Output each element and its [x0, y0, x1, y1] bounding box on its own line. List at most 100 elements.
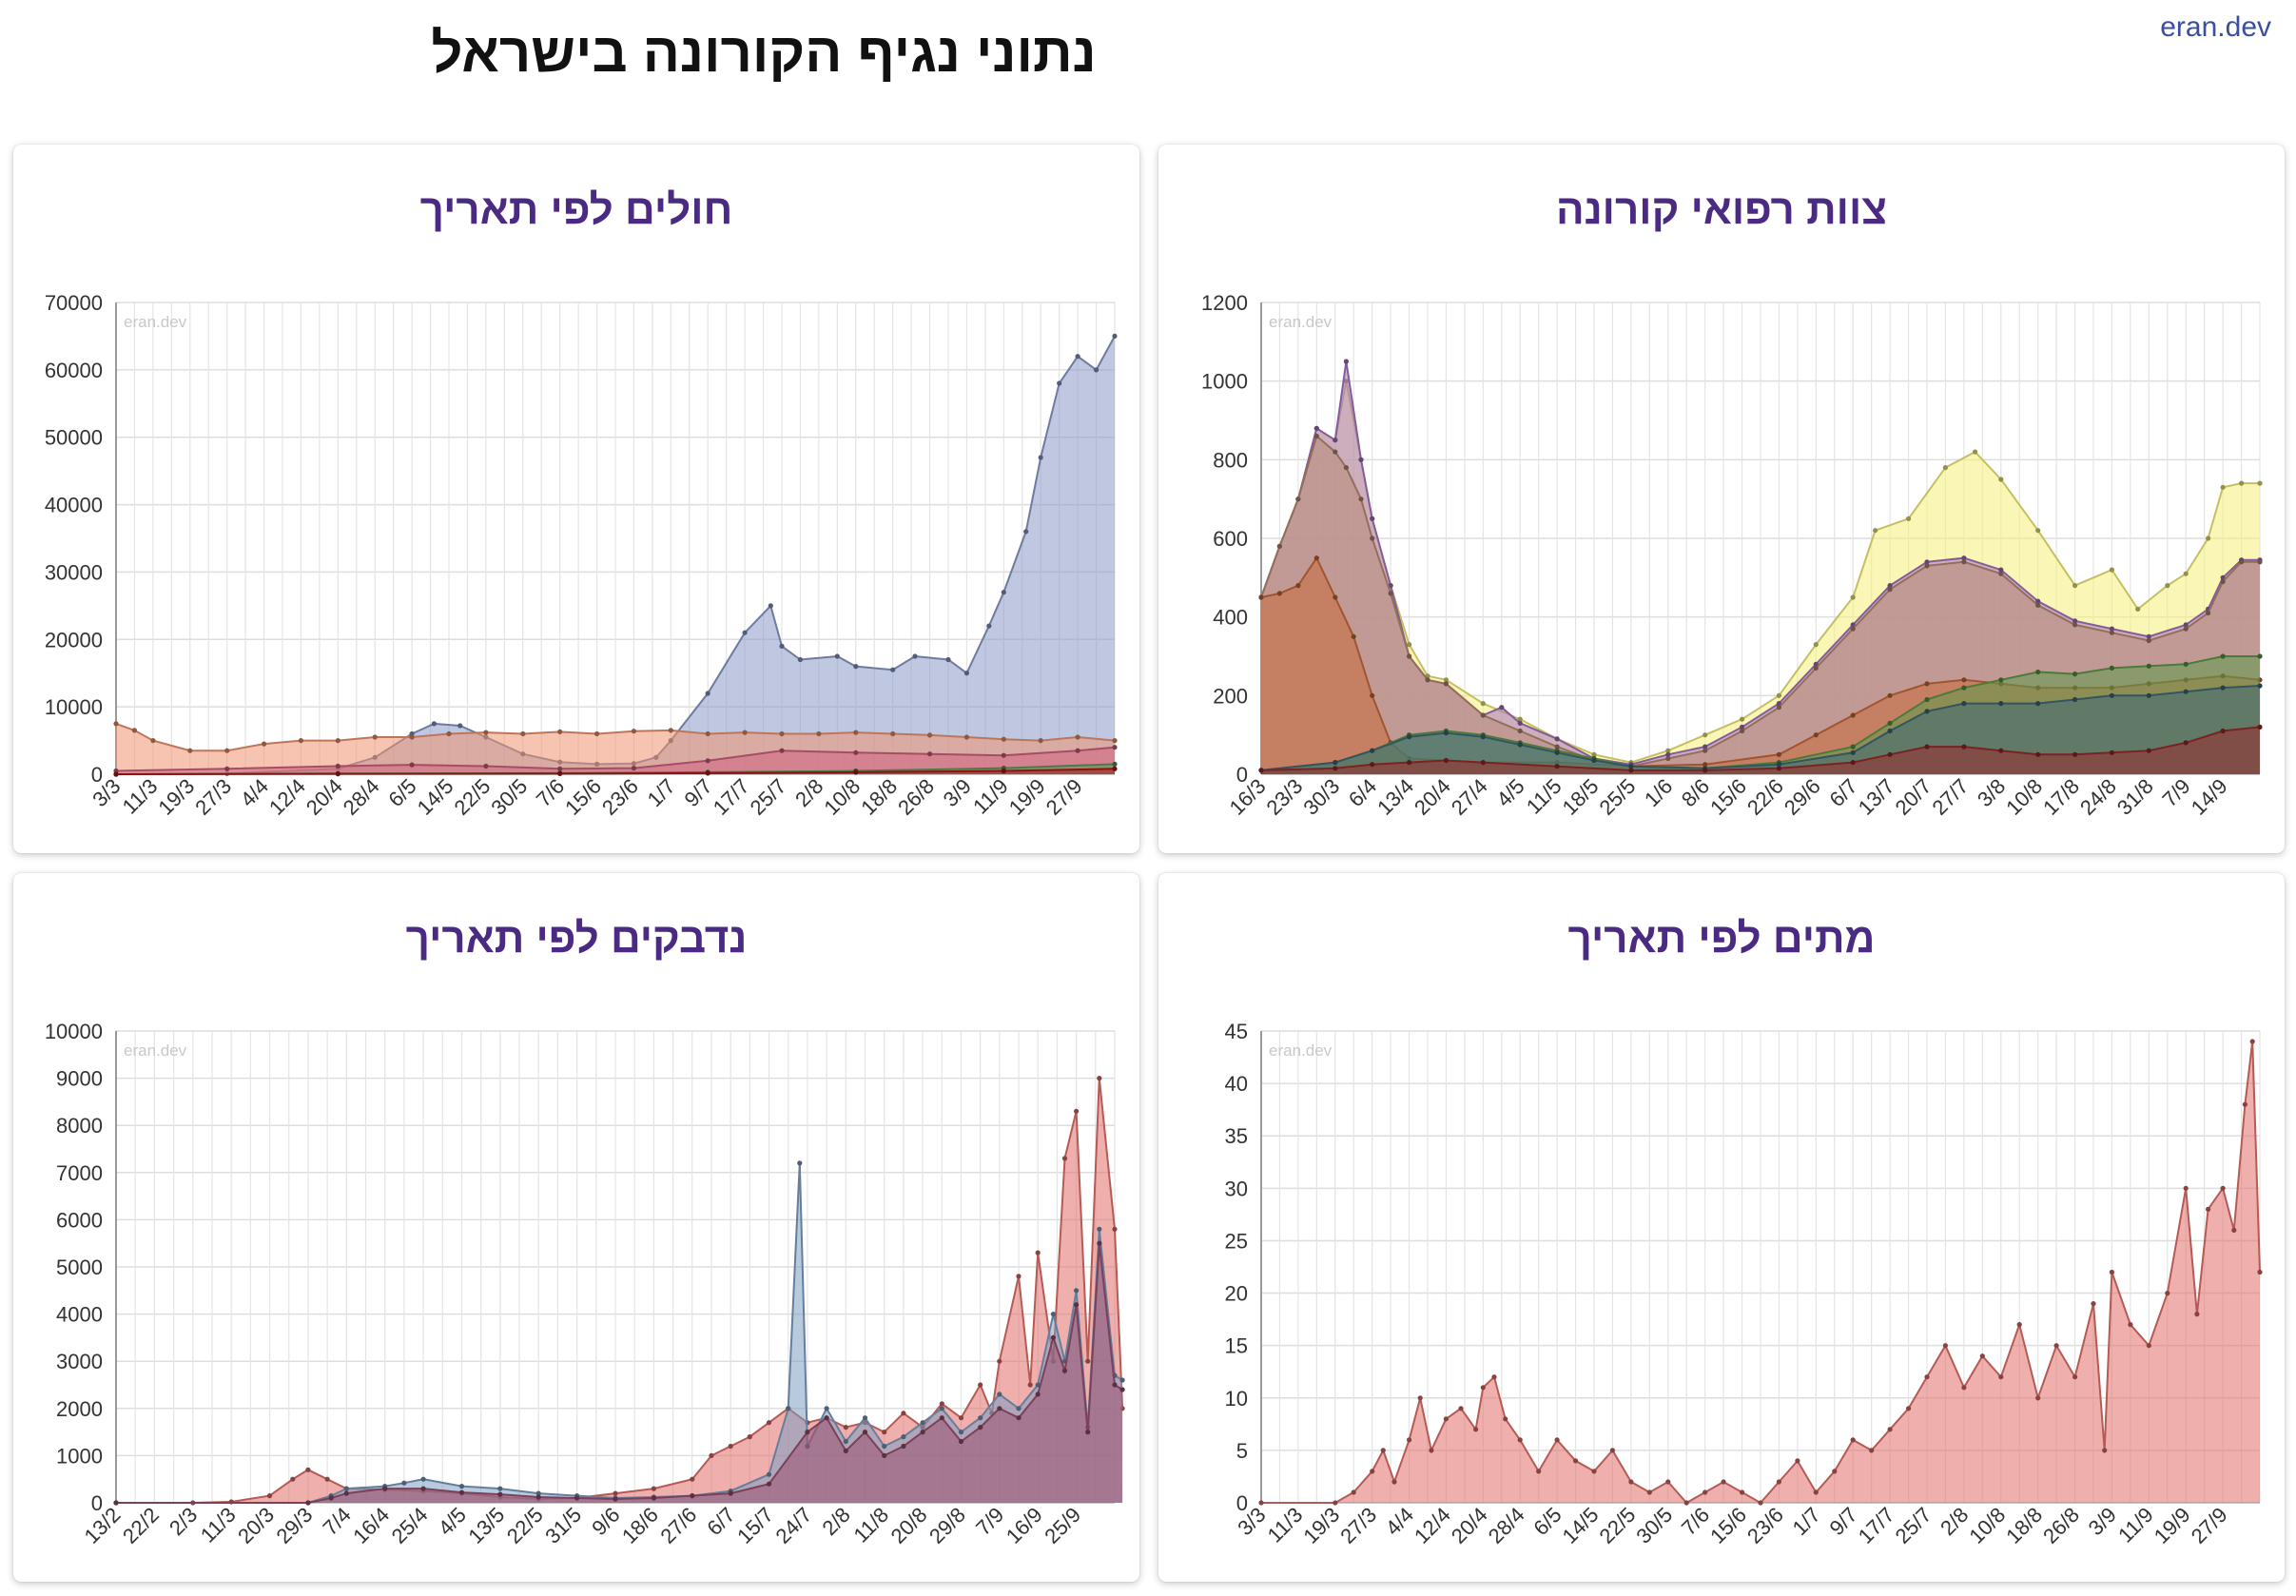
x-tick-label: 27/3: [1335, 1503, 1381, 1548]
data-point: [1554, 749, 1560, 755]
data-point: [2239, 480, 2245, 486]
data-point: [1887, 587, 1893, 593]
data-point: [1258, 594, 1264, 600]
series-area: [116, 1243, 1123, 1503]
data-point: [2206, 610, 2211, 616]
data-point: [2231, 1227, 2237, 1233]
data-point: [742, 630, 748, 635]
data-point: [862, 1415, 868, 1421]
data-point: [1554, 744, 1560, 749]
data-point: [1075, 734, 1080, 740]
chart-title: צוות רפואי קורונה: [1555, 186, 1888, 233]
series-4: [113, 766, 1118, 777]
x-tick-label: 31/8: [2112, 774, 2158, 820]
x-tick-label: 22/5: [1594, 1503, 1640, 1548]
x-tick-label: 11/9: [968, 774, 1013, 819]
data-point: [1924, 681, 1930, 687]
data-point: [978, 1425, 983, 1431]
data-point: [824, 1406, 829, 1411]
y-tick-label: 35: [1225, 1124, 1248, 1148]
data-point: [927, 732, 933, 738]
data-point: [1313, 555, 1319, 561]
data-point: [298, 738, 303, 744]
data-point: [520, 730, 526, 737]
data-point: [747, 1434, 752, 1440]
y-tick-label: 200: [1213, 684, 1248, 708]
data-point: [1924, 744, 1930, 749]
x-tick-label: 30/5: [1631, 1503, 1677, 1548]
data-point: [1961, 559, 1967, 565]
data-point: [853, 749, 859, 755]
data-point: [328, 1495, 334, 1501]
data-point: [1517, 720, 1523, 726]
x-tick-label: 11/9: [2113, 1503, 2158, 1547]
data-point: [1295, 583, 1301, 589]
x-tick-label: 27/9: [1041, 774, 1087, 820]
data-point: [2220, 1185, 2226, 1191]
x-tick-label: 30/5: [486, 774, 532, 820]
data-point: [1061, 1368, 1068, 1373]
data-point: [1924, 709, 1930, 714]
site-link[interactable]: eran.dev: [2160, 11, 2271, 43]
data-point: [1001, 590, 1006, 595]
data-point: [1001, 752, 1006, 758]
data-point: [766, 1481, 772, 1487]
data-point: [1665, 755, 1671, 762]
data-point: [1333, 594, 1338, 600]
data-point: [574, 1495, 580, 1501]
data-point: [1703, 744, 1708, 749]
data-point: [113, 721, 119, 727]
data-point: [1491, 1374, 1497, 1380]
series-2: [113, 745, 1118, 774]
data-point: [1370, 692, 1375, 698]
y-tick-label: 2000: [56, 1397, 103, 1421]
data-point: [779, 748, 785, 753]
data-point: [1850, 744, 1856, 749]
data-point: [2035, 528, 2041, 534]
data-point: [1391, 1479, 1397, 1485]
data-point: [2072, 1374, 2078, 1380]
data-point: [824, 1415, 829, 1421]
data-point: [997, 1406, 1002, 1411]
x-tick-label: 29/6: [1780, 774, 1825, 820]
data-point: [335, 738, 341, 744]
data-point: [1628, 768, 1634, 773]
data-point: [927, 751, 933, 757]
x-tick-label: 12/4: [264, 774, 310, 820]
x-tick-label: 1/6: [1640, 774, 1677, 811]
data-point: [1388, 591, 1393, 596]
data-point: [1573, 1458, 1579, 1464]
data-point: [1258, 1500, 1264, 1506]
data-point: [305, 1467, 311, 1472]
x-tick-label: 18/8: [856, 774, 902, 820]
data-point: [945, 656, 951, 663]
x-tick-label: 23/6: [1742, 1503, 1788, 1548]
data-point: [305, 1500, 311, 1506]
series-0: [1258, 1039, 2263, 1506]
data-point: [1085, 1430, 1091, 1435]
y-tick-label: 10: [1225, 1387, 1248, 1411]
series-line: [1260, 434, 2260, 768]
data-point: [2239, 559, 2245, 565]
data-point: [1276, 543, 1282, 549]
x-tick-label: 11/8: [848, 1503, 893, 1547]
data-point: [1258, 768, 1264, 773]
data-point: [1074, 1302, 1080, 1308]
data-point: [335, 771, 341, 777]
data-point: [1887, 692, 1893, 698]
data-point: [2220, 578, 2226, 585]
x-tick-label: 12/4: [1410, 1503, 1455, 1548]
x-tick-label: 20/4: [1447, 1503, 1492, 1548]
watermark: eran.dev: [1269, 313, 1333, 331]
y-tick-label: 6000: [56, 1208, 103, 1232]
data-point: [1591, 1469, 1597, 1474]
data-point: [343, 1486, 349, 1491]
data-point: [1480, 1385, 1486, 1391]
data-point: [1370, 535, 1375, 541]
data-point: [1351, 633, 1356, 639]
data-point: [1609, 1448, 1615, 1453]
data-point: [2072, 671, 2078, 677]
data-point: [1407, 653, 1412, 659]
data-point: [1407, 760, 1412, 766]
y-tick-label: 15: [1225, 1334, 1248, 1358]
